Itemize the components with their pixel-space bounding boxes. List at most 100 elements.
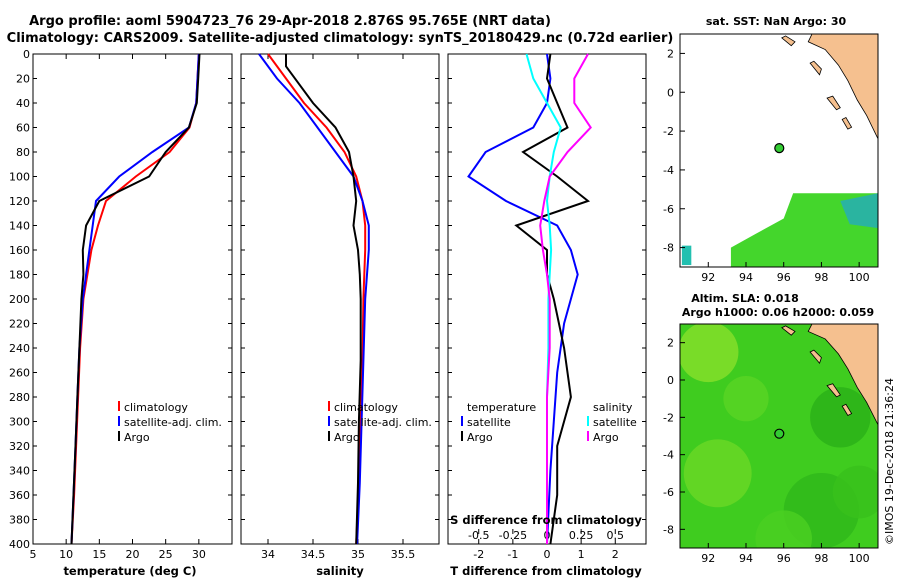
y-tick-label: 340 bbox=[9, 465, 30, 478]
temperature-xlabel: temperature (deg C) bbox=[63, 564, 196, 578]
argo-position-marker bbox=[774, 428, 785, 439]
map-y-tick-label: -6 bbox=[663, 203, 674, 216]
sumatra-coast bbox=[807, 34, 878, 140]
legend-label-climatology: climatology bbox=[334, 401, 398, 414]
difference-xlabel-salinity: S difference from climatology bbox=[450, 513, 642, 527]
map-y-tick-label: -8 bbox=[663, 523, 674, 536]
title-line-1: Argo profile: aoml 5904723_76 29-Apr-201… bbox=[29, 14, 551, 29]
y-tick-label: 200 bbox=[9, 293, 30, 306]
y-tick-label: 60 bbox=[16, 122, 30, 135]
x2-tick-label: 0.5 bbox=[607, 529, 625, 542]
sla-anomaly-patch bbox=[755, 510, 812, 548]
map-x-tick-label: 92 bbox=[701, 271, 715, 284]
sla-anomaly-patch bbox=[832, 465, 878, 519]
mentawai-island bbox=[841, 116, 853, 130]
map-x-tick-label: 100 bbox=[849, 271, 870, 284]
map-x-tick-label: 96 bbox=[777, 271, 791, 284]
x-tick-label: 34 bbox=[261, 548, 275, 561]
x2-tick-label: 0.25 bbox=[569, 529, 594, 542]
mentawai-island bbox=[781, 325, 796, 336]
y-tick-label: 160 bbox=[9, 244, 30, 257]
map-x-tick-label: 94 bbox=[739, 271, 753, 284]
mentawai-island bbox=[826, 95, 841, 111]
mentawai-island bbox=[841, 403, 853, 416]
x-tick-label: 30 bbox=[192, 548, 206, 561]
sla-anomaly-patch bbox=[810, 387, 871, 448]
temperature-panel bbox=[32, 53, 233, 545]
temperature-plot: 5 10 15 20 25 3002040608010012014016018020022… bbox=[9, 48, 232, 561]
map-y-tick-label: -2 bbox=[663, 411, 674, 424]
map-y-tick-label: 2 bbox=[667, 337, 674, 350]
legend-header-salinity: salinity bbox=[593, 401, 633, 414]
x-tick-label: 34.5 bbox=[301, 548, 326, 561]
legend-label-satellite: satellite-adj. clim. bbox=[124, 416, 222, 429]
title-line-2: Climatology: CARS2009. Satellite-adjuste… bbox=[7, 31, 674, 46]
map-y-tick-label: 0 bbox=[667, 374, 674, 387]
map-x-tick-label: 98 bbox=[814, 552, 828, 565]
x-tick-label: 15 bbox=[92, 548, 106, 561]
y-tick-label: 280 bbox=[9, 391, 30, 404]
y-tick-label: 100 bbox=[9, 171, 30, 184]
x-tick-label: 0 bbox=[544, 548, 551, 561]
y-tick-label: 260 bbox=[9, 367, 30, 380]
y-tick-label: 120 bbox=[9, 195, 30, 208]
legend-label-argo: Argo bbox=[334, 431, 360, 444]
series-line-climatology bbox=[70, 53, 200, 545]
legend-label-t-argo: Argo bbox=[467, 431, 493, 444]
legend-label-t-satellite: satellite bbox=[467, 416, 511, 429]
sla-map-title: Altim. SLA: 0.018 bbox=[691, 292, 798, 305]
x-tick-label: 5 bbox=[30, 548, 37, 561]
legend-label-s-argo: Argo bbox=[593, 431, 619, 444]
y-tick-label: 140 bbox=[9, 220, 30, 233]
series-line-argo bbox=[70, 53, 201, 545]
x-tick-label: 35.5 bbox=[391, 548, 416, 561]
imos-watermark: ©IMOS 19-Dec-2018 21:36:24 bbox=[883, 378, 896, 545]
x2-tick-label: -0.5 bbox=[468, 529, 489, 542]
difference-plot: -2 -1 0 1 2-0.5 -0.25 0 0.25 0.5 bbox=[448, 53, 646, 561]
map-y-tick-label: 0 bbox=[667, 86, 674, 99]
y-tick-label: 300 bbox=[9, 416, 30, 429]
difference-legend: temperature satellite Argo salinity sate… bbox=[461, 401, 637, 444]
series-line-t-argo bbox=[514, 53, 591, 545]
salinity-legend: climatology satellite-adj. clim. Argo bbox=[328, 401, 432, 444]
map-y-tick-label: 2 bbox=[667, 47, 674, 60]
salinity-xlabel: salinity bbox=[316, 564, 364, 578]
series-line-satellite-adj--clim- bbox=[70, 53, 200, 545]
mentawai-island bbox=[781, 35, 796, 47]
y-tick-label: 360 bbox=[9, 489, 30, 502]
sst-edge-patch bbox=[681, 245, 692, 266]
sla-anomaly-patch bbox=[723, 376, 769, 422]
map-y-tick-label: -4 bbox=[663, 164, 674, 177]
map-frame bbox=[679, 323, 879, 549]
sla-anomaly-patch bbox=[680, 324, 739, 383]
x2-tick-label: -0.25 bbox=[499, 529, 527, 542]
difference-xlabel: T difference from climatology bbox=[450, 564, 642, 578]
sst-cool-patch bbox=[840, 193, 878, 229]
legend-label-climatology: climatology bbox=[124, 401, 188, 414]
map-x-tick-label: 92 bbox=[701, 552, 715, 565]
salinity-panel bbox=[240, 53, 440, 545]
mentawai-island bbox=[809, 349, 822, 365]
map-x-tick-label: 94 bbox=[739, 552, 753, 565]
y-tick-label: 0 bbox=[23, 48, 30, 61]
x-tick-label: 25 bbox=[159, 548, 173, 561]
y-tick-label: 80 bbox=[16, 146, 30, 159]
sumatra-coast bbox=[807, 324, 878, 426]
y-tick-label: 180 bbox=[9, 269, 30, 282]
map-content bbox=[680, 324, 878, 548]
series-line-argo bbox=[285, 54, 362, 545]
x-tick-label: -1 bbox=[507, 548, 518, 561]
y-tick-label: 220 bbox=[9, 318, 30, 331]
mentawai-island bbox=[826, 383, 841, 398]
legend-header-temperature: temperature bbox=[467, 401, 536, 414]
y-tick-label: 320 bbox=[9, 440, 30, 453]
sla-map: 92 94 96 98 100 2 0 -2 -4 -6 -8 bbox=[663, 323, 879, 565]
y-tick-label: 240 bbox=[9, 342, 30, 355]
series-line-s-argo bbox=[539, 53, 592, 544]
map-frame bbox=[679, 33, 879, 268]
legend-label-satellite: satellite-adj. clim. bbox=[334, 416, 432, 429]
y-tick-label: 20 bbox=[16, 73, 30, 86]
series-line-t-satellite bbox=[467, 53, 579, 545]
sla-anomaly-patch bbox=[683, 439, 752, 508]
